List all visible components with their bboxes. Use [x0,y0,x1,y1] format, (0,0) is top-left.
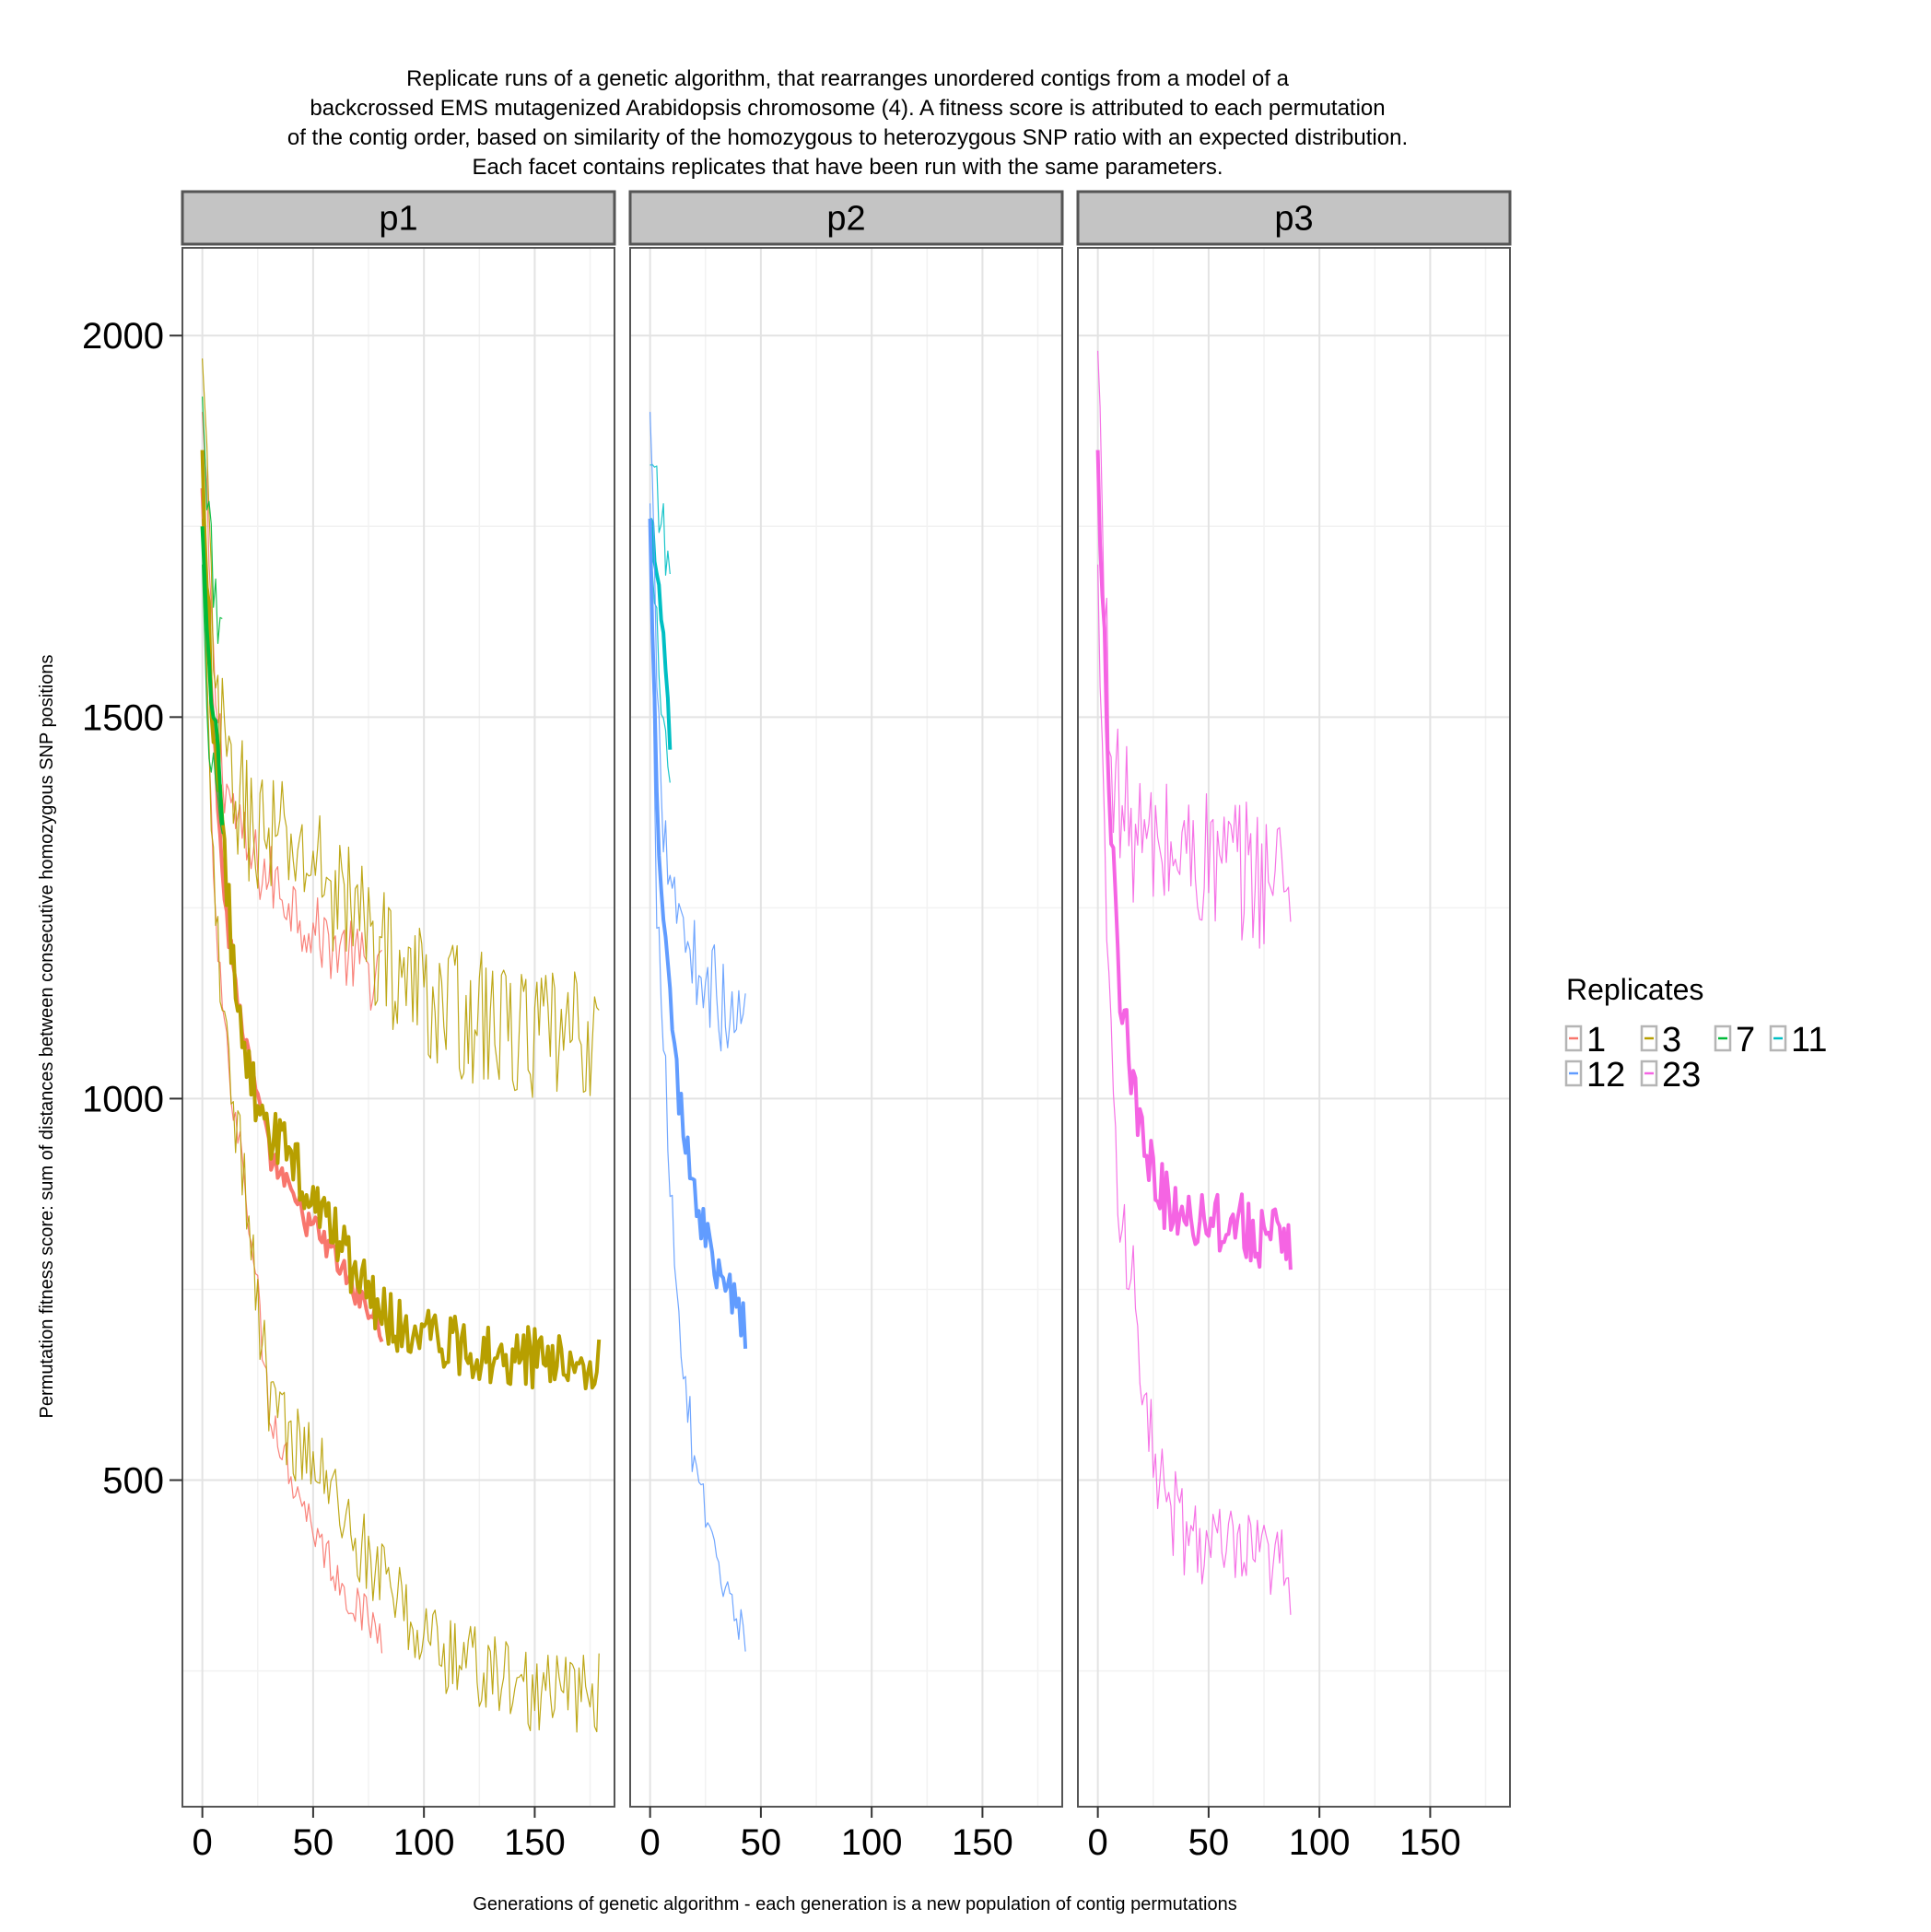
series-7-max-line [202,396,223,644]
legend-item-12: 12 [1564,1056,1625,1095]
facet-strip-label: p3 [1274,200,1313,239]
series-12-max-line [650,412,746,1052]
y-axis: 500 1000 1500 2000 [82,316,182,1502]
series-3-max-line [202,358,600,1098]
legend-item-7: 7 [1714,1021,1755,1060]
x-tick-label: 100 [841,1822,903,1863]
series-3-min-line [202,518,600,1733]
series-23-max-line [1097,350,1292,949]
series-23-mean-line [1095,450,1293,1270]
chart-title-line: Each facet contains replicates that have… [472,155,1223,180]
legend-title: Replicates [1566,973,1703,1006]
facet-border [629,247,1063,1808]
facet-panels: p1 p2 p3 [181,190,1512,1808]
facet-strip [628,190,1064,246]
legend-item-3: 3 [1640,1021,1681,1060]
x-tick-label: 150 [952,1822,1013,1863]
legend-item-label: 3 [1662,1021,1681,1060]
series-12-mean-line [648,518,748,1349]
y-tick-label: 1000 [82,1079,164,1119]
y-tick-label: 1500 [82,697,164,738]
series-7-min-line [202,564,223,835]
facet-border [181,247,615,1808]
chart-title-line: backcrossed EMS mutagenized Arabidopsis … [310,96,1386,121]
legend-item-label: 7 [1736,1021,1755,1060]
x-tick-label: 0 [1088,1822,1108,1863]
facet-panel-p2: p2 [628,190,1064,1808]
y-tick-label: 500 [102,1461,164,1502]
series-23-min-line [1097,564,1292,1615]
x-tick-label: 100 [1289,1822,1351,1863]
chart-title-line: Replicate runs of a genetic algorithm, t… [406,66,1289,91]
chart-title: Replicate runs of a genetic algorithm, t… [129,64,1566,182]
series-7-mean-line [200,526,225,825]
series-1-min-line [202,526,383,1654]
facet-border [1077,247,1511,1808]
series-11-min-line [650,549,671,783]
legend-item-23: 23 [1640,1056,1701,1095]
x-tick-label: 50 [293,1822,334,1863]
x-tick-label: 150 [1399,1822,1461,1863]
legend-item-label: 23 [1662,1056,1701,1095]
x-axis: 0 50 100 150 0 50 100 150 0 50 100 150 [193,1807,1461,1863]
facet-strip [1076,190,1512,246]
legend-item-label: 12 [1586,1056,1625,1095]
chart-title-line: of the contig order, based on similarity… [287,125,1409,150]
x-tick-label: 100 [393,1822,455,1863]
y-tick-label: 2000 [82,316,164,357]
legend-item-label: 1 [1586,1021,1606,1060]
x-axis-label: Generations of genetic algorithm - each … [473,1894,1236,1914]
facet-panel-p3: p3 [1076,190,1512,1808]
y-axis-label: Permutation fitness score: sum of distan… [37,655,57,1419]
facet-panel-p1: p1 [181,190,616,1808]
legend: Replicates 1 3 7 11 12 23 [1564,973,1827,1095]
x-tick-label: 50 [741,1822,782,1863]
x-tick-label: 50 [1188,1822,1230,1863]
legend-item-11: 11 [1769,1021,1827,1060]
series-12-min-line [650,503,746,1652]
legend-item-label: 11 [1791,1021,1827,1060]
x-tick-label: 0 [640,1822,661,1863]
legend-item-1: 1 [1564,1021,1606,1060]
x-tick-label: 0 [193,1822,213,1863]
x-tick-label: 150 [504,1822,566,1863]
series-11-max-line [650,463,671,576]
facet-strip-label: p1 [379,200,417,239]
facet-strip-label: p2 [826,200,865,239]
facet-strip [181,190,616,246]
series-3-mean-line [200,450,602,1390]
